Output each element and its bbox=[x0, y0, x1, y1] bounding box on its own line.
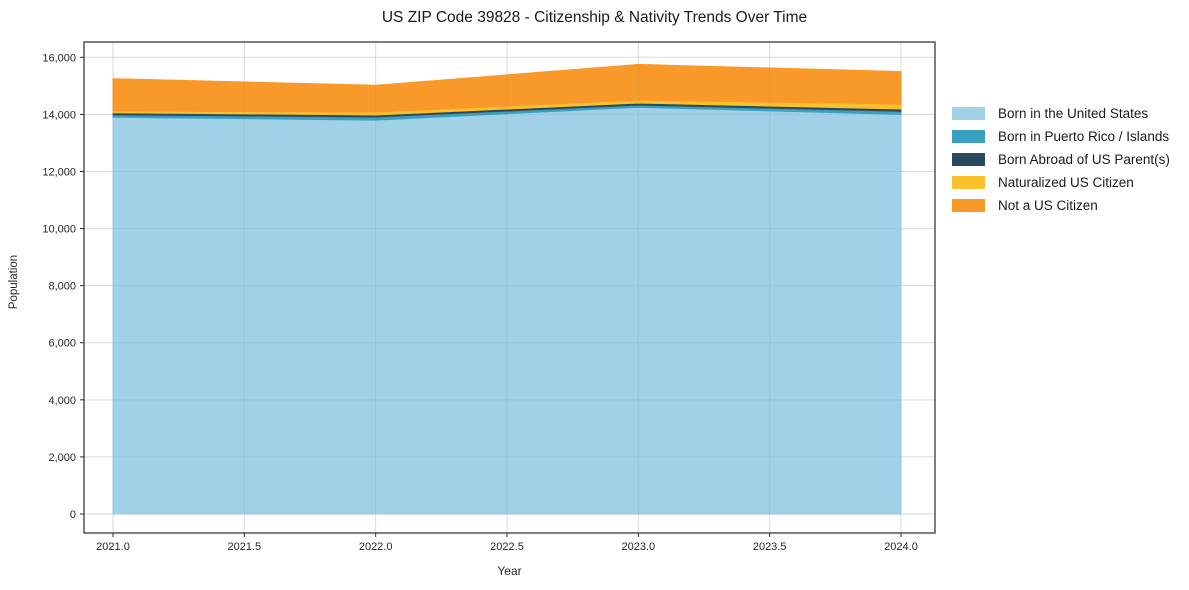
y-tick-label: 2,000 bbox=[48, 452, 76, 464]
x-tick-label: 2023.0 bbox=[622, 541, 656, 553]
y-tick-label: 16,000 bbox=[42, 52, 76, 64]
chart-title: US ZIP Code 39828 - Citizenship & Nativi… bbox=[381, 9, 808, 26]
y-tick-label: 14,000 bbox=[42, 109, 76, 121]
legend-item: Born Abroad of US Parent(s) bbox=[952, 148, 1170, 171]
legend-item: Naturalized US Citizen bbox=[952, 171, 1170, 194]
legend: Born in the United States Born in Puerto … bbox=[952, 102, 1170, 217]
y-tick-label: 4,000 bbox=[48, 395, 76, 407]
x-tick-label: 2023.5 bbox=[753, 541, 787, 553]
legend-item: Not a US Citizen bbox=[952, 194, 1170, 217]
legend-label: Naturalized US Citizen bbox=[998, 175, 1134, 190]
y-axis-label: Population bbox=[8, 254, 20, 310]
legend-swatch bbox=[952, 130, 985, 143]
x-tick-label: 2024.0 bbox=[884, 541, 918, 553]
legend-label: Born Abroad of US Parent(s) bbox=[998, 152, 1170, 167]
legend-label: Not a US Citizen bbox=[998, 198, 1098, 213]
legend-swatch bbox=[952, 199, 985, 212]
y-tick-label: 6,000 bbox=[48, 338, 76, 350]
y-tick-label: 0 bbox=[70, 509, 76, 521]
legend-swatch bbox=[952, 153, 985, 166]
legend-item: Born in Puerto Rico / Islands bbox=[952, 125, 1170, 148]
x-tick-label: 2021.5 bbox=[228, 541, 262, 553]
y-tick-label: 12,000 bbox=[42, 166, 76, 178]
legend-label: Born in the United States bbox=[998, 106, 1149, 121]
x-tick-label: 2021.0 bbox=[96, 541, 130, 553]
legend-item: Born in the United States bbox=[952, 102, 1170, 125]
y-tick-label: 10,000 bbox=[42, 224, 76, 236]
legend-swatch bbox=[952, 176, 985, 189]
area-series bbox=[112, 63, 902, 113]
x-axis-label: Year bbox=[497, 564, 522, 578]
x-tick-label: 2022.0 bbox=[359, 541, 393, 553]
legend-label: Born in Puerto Rico / Islands bbox=[998, 129, 1170, 144]
y-tick-label: 8,000 bbox=[48, 281, 76, 293]
x-tick-label: 2022.5 bbox=[490, 541, 524, 553]
legend-swatch bbox=[952, 107, 985, 120]
plot-frame bbox=[83, 41, 936, 534]
